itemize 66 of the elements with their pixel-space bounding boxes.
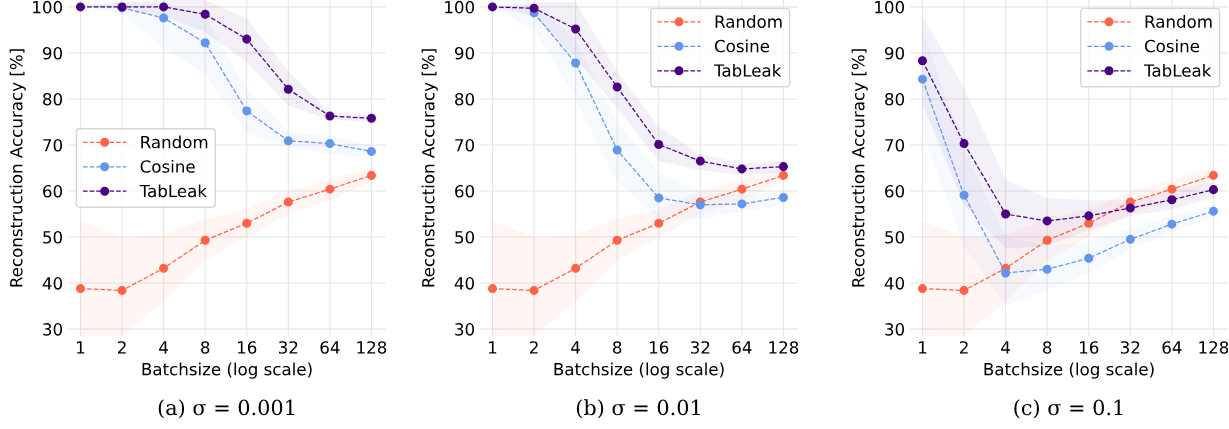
x-tick-label: 1 [77, 341, 85, 354]
x-axis-title: Batchsize (log scale) [984, 362, 1154, 379]
x-tick-label: 128 [1199, 341, 1229, 354]
y-tick-label: 50 [43, 231, 63, 244]
y-tick-label: 90 [454, 46, 475, 60]
y-axis-title: Reconstruction Accuracy [%] [851, 49, 868, 287]
text: (b) σ = 0.01 [576, 399, 700, 419]
legend-label: Random [1145, 15, 1212, 28]
x-tick-label: 4 [571, 341, 580, 354]
y-tick-label: 60 [885, 184, 905, 198]
x-tick-label: 8 [613, 341, 622, 354]
x-tick-label: 64 [732, 341, 752, 354]
x-tick-label: 4 [159, 341, 168, 354]
y-tick-label: 50 [885, 231, 905, 244]
y-axis-title: Reconstruction Accuracy [%] [9, 49, 26, 287]
y-tick-label: 30 [455, 323, 475, 336]
x-tick-label: 2 [529, 341, 538, 354]
x-tick-label: 64 [320, 341, 340, 354]
y-axis-title: Reconstruction Accuracy [%] [421, 49, 438, 287]
x-tick-label: 8 [201, 341, 210, 354]
y-tick-label: 70 [43, 138, 63, 152]
legend-label: Random [141, 135, 208, 149]
legend-label: Cosine [140, 159, 195, 173]
x-tick-label: 32 [278, 341, 298, 354]
x-tick-label: 1 [919, 341, 927, 354]
x-tick-label: 16 [649, 341, 669, 354]
y-tick-label: 90 [884, 46, 905, 60]
legend-label: TabLeak [139, 184, 207, 198]
y-tick-label: 40 [42, 277, 63, 290]
x-tick-label: 8 [1043, 341, 1052, 354]
y-tick-label: 60 [43, 184, 63, 198]
y-tick-label: 30 [885, 323, 905, 336]
legend-label: Random [715, 15, 782, 28]
y-tick-label: 40 [454, 277, 475, 290]
y-tick-label: 90 [42, 46, 63, 60]
y-tick-label: 100 [33, 0, 63, 14]
x-tick-label: 16 [237, 341, 257, 354]
x-tick-label: 32 [1120, 341, 1140, 354]
y-tick-label: 80 [43, 92, 63, 106]
text: (a) σ = 0.001 [158, 399, 294, 419]
y-tick-label: 60 [455, 184, 475, 198]
y-tick-label: 40 [884, 277, 905, 290]
legend-label: Cosine [714, 39, 770, 53]
y-tick-label: 100 [445, 0, 475, 14]
y-tick-label: 70 [455, 138, 475, 152]
x-tick-label: 2 [959, 341, 968, 354]
legend-label: TabLeak [1143, 63, 1212, 77]
x-tick-label: 64 [1162, 341, 1182, 354]
x-tick-label: 128 [769, 341, 799, 354]
legend-label: Cosine [1144, 39, 1200, 53]
x-tick-label: 32 [690, 341, 710, 354]
y-tick-label: 80 [455, 92, 475, 106]
y-tick-label: 100 [875, 0, 905, 14]
y-tick-label: 80 [885, 92, 905, 106]
x-axis-title: Batchsize (log scale) [554, 362, 724, 379]
legend-label: TabLeak [713, 63, 782, 77]
x-tick-label: 1 [489, 341, 497, 354]
text: (c) σ = 0.1 [1014, 399, 1123, 419]
x-tick-label: 2 [117, 341, 126, 354]
x-tick-label: 128 [357, 341, 387, 354]
x-axis-title: Batchsize (log scale) [142, 362, 312, 379]
y-tick-label: 70 [885, 138, 905, 152]
x-tick-label: 4 [1001, 341, 1010, 354]
y-tick-label: 30 [43, 323, 63, 336]
y-tick-label: 50 [455, 231, 475, 244]
x-tick-label: 16 [1079, 341, 1099, 354]
